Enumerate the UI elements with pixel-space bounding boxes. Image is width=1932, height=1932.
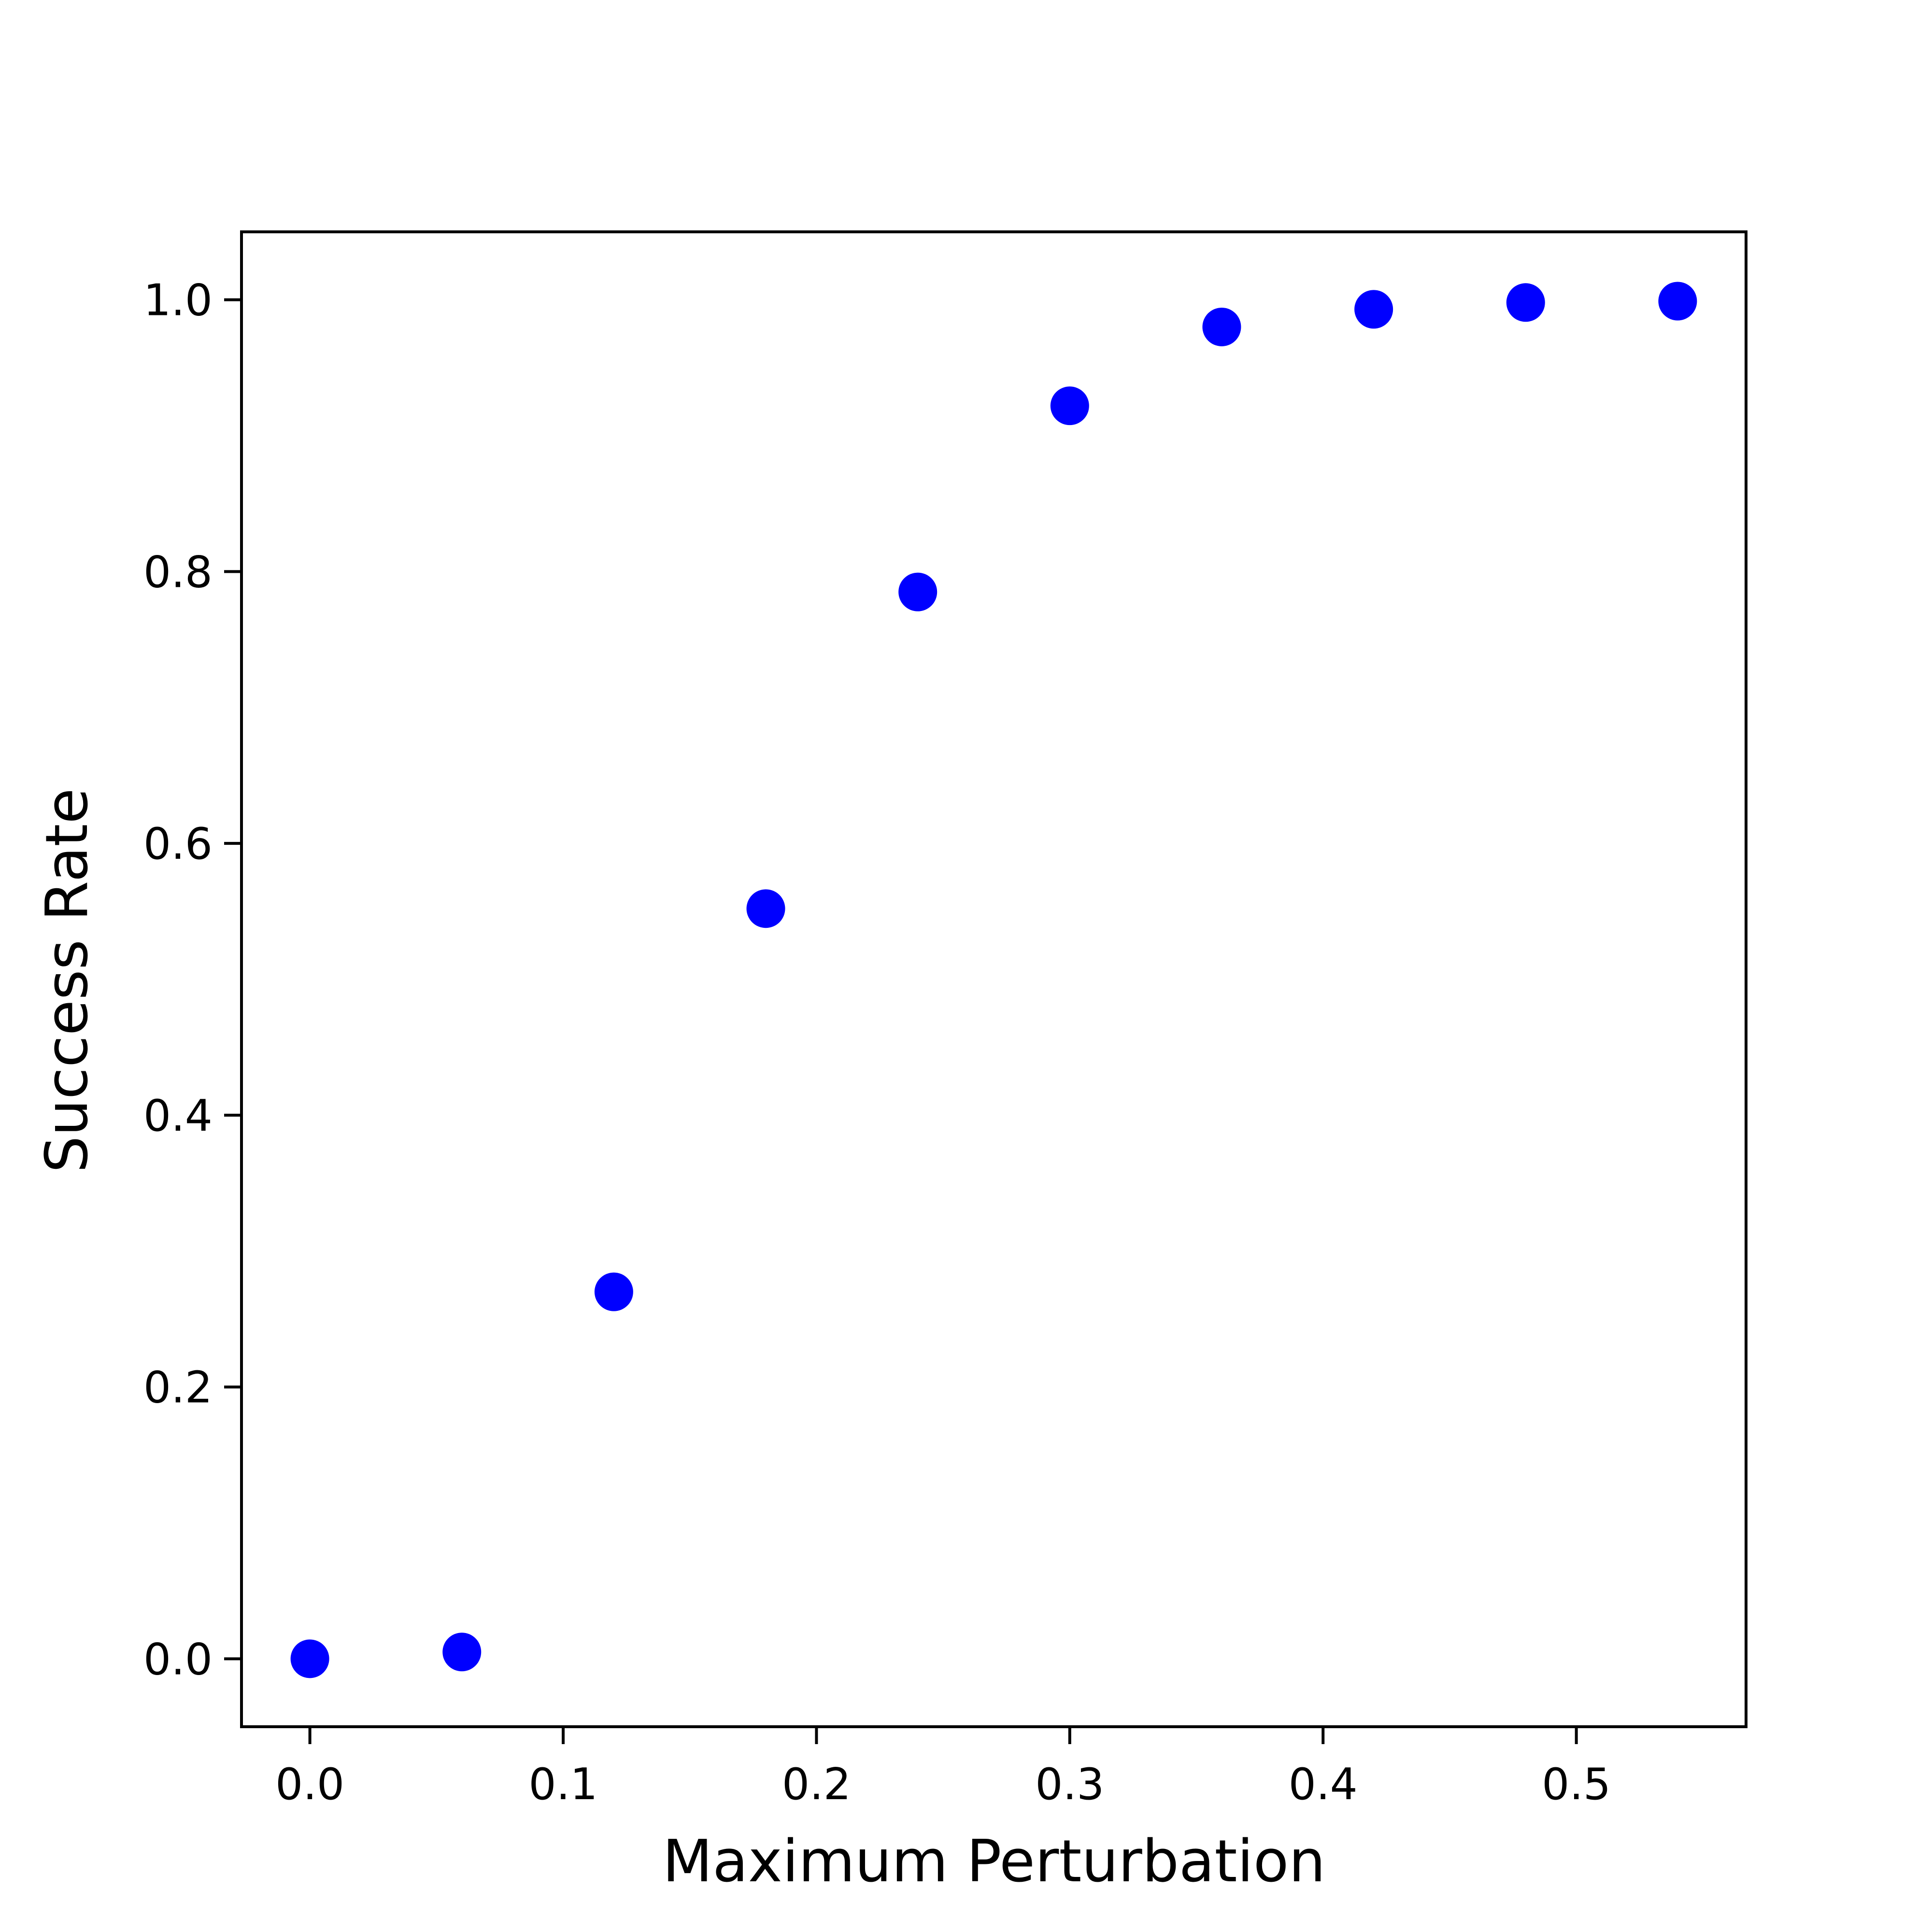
data-point xyxy=(898,572,938,611)
y-axis-label: Success Rate xyxy=(34,788,101,1173)
data-point xyxy=(1354,290,1393,329)
y-tick-label: 0.6 xyxy=(143,819,213,869)
y-axis-ticks: 0.0 0.2 0.4 0.6 0.8 1.0 xyxy=(143,275,242,1685)
x-tick-label: 0.2 xyxy=(782,1759,851,1810)
x-tick-label: 0.1 xyxy=(528,1759,597,1810)
data-point xyxy=(290,1639,329,1678)
y-tick-label: 0.0 xyxy=(143,1634,213,1685)
data-point xyxy=(1202,307,1241,346)
y-tick-label: 0.4 xyxy=(143,1091,213,1141)
data-point xyxy=(442,1633,482,1672)
data-point xyxy=(1050,386,1089,426)
y-tick-label: 1.0 xyxy=(143,275,213,326)
data-point xyxy=(1658,282,1697,321)
data-point xyxy=(594,1272,633,1311)
data-point xyxy=(1506,283,1545,322)
data-points xyxy=(290,282,1697,1678)
data-point xyxy=(746,889,785,928)
x-axis-ticks: 0.0 0.1 0.2 0.3 0.4 0.5 xyxy=(275,1727,1611,1810)
y-tick-label: 0.2 xyxy=(143,1363,213,1413)
x-tick-label: 0.5 xyxy=(1542,1759,1611,1810)
plot-area-frame xyxy=(240,230,1747,1728)
x-axis-label: Maximum Perturbation xyxy=(663,1828,1326,1895)
x-tick-label: 0.0 xyxy=(275,1759,344,1810)
x-tick-label: 0.4 xyxy=(1289,1759,1358,1810)
y-tick-label: 0.8 xyxy=(143,547,213,597)
x-tick-label: 0.3 xyxy=(1035,1759,1104,1810)
